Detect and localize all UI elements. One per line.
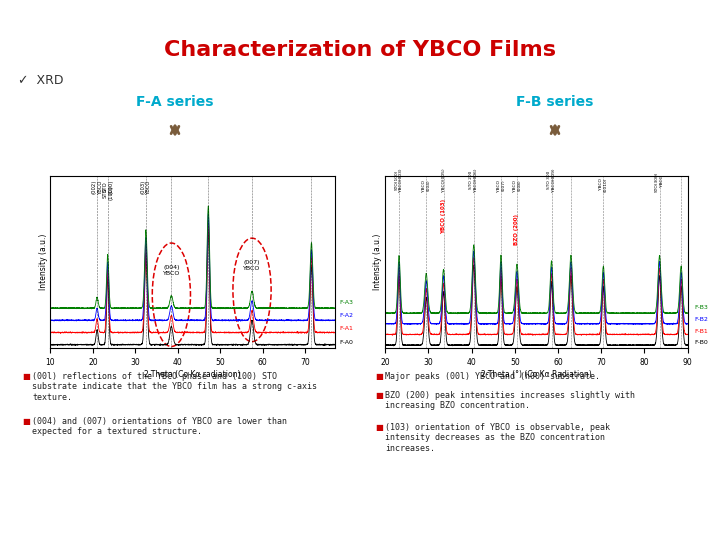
Text: BZO (200): BZO (200) bbox=[515, 214, 519, 245]
Y-axis label: Intensity (a.u.): Intensity (a.u.) bbox=[374, 234, 382, 290]
Text: F-B2: F-B2 bbox=[694, 317, 708, 322]
Text: STO(300)
YBCO: STO(300) YBCO bbox=[655, 171, 664, 192]
Text: Major peaks (00l) YBCO and (h00) substrate.: Major peaks (00l) YBCO and (h00) substra… bbox=[385, 372, 600, 381]
Text: F-B3: F-B3 bbox=[694, 305, 708, 310]
Text: STO 200
YBCO(006): STO 200 YBCO(006) bbox=[469, 168, 478, 192]
Text: F-B series: F-B series bbox=[516, 95, 594, 109]
X-axis label: 2-Theta (°) (Co Kα Radiation): 2-Theta (°) (Co Kα Radiation) bbox=[481, 370, 592, 379]
Text: (002)
YBCO: (002) YBCO bbox=[91, 179, 102, 194]
Text: ■: ■ bbox=[375, 391, 383, 400]
Text: YBCO(005): YBCO(005) bbox=[441, 168, 446, 192]
Text: (004)
YBCO: (004) YBCO bbox=[163, 265, 180, 276]
Text: STO
(100): STO (100) bbox=[102, 185, 113, 200]
Text: YBCO
(007): YBCO (007) bbox=[497, 180, 505, 192]
Text: F-A3: F-A3 bbox=[339, 300, 353, 305]
Text: F-B1: F-B1 bbox=[694, 329, 708, 334]
Text: (007)
YBCO: (007) YBCO bbox=[243, 260, 261, 271]
Text: F-A1: F-A1 bbox=[339, 326, 353, 332]
Text: YBCO
(0010): YBCO (0010) bbox=[599, 177, 608, 192]
Text: ■: ■ bbox=[22, 417, 30, 426]
Text: Characterization of YBCO Films: Characterization of YBCO Films bbox=[164, 40, 556, 60]
Text: STO(100)
YBCO(003): STO(100) YBCO(003) bbox=[395, 168, 403, 192]
Text: YBCO
(008): YBCO (008) bbox=[513, 180, 521, 192]
Text: (003)
YBCO: (003) YBCO bbox=[140, 179, 151, 194]
Text: YBCO
(004): YBCO (004) bbox=[422, 180, 431, 192]
Text: STO
(100): STO (100) bbox=[102, 179, 113, 194]
X-axis label: 2-Theta (Co Kα radiation): 2-Theta (Co Kα radiation) bbox=[144, 370, 241, 379]
Text: YBCO (103): YBCO (103) bbox=[441, 199, 446, 234]
Text: ■: ■ bbox=[375, 372, 383, 381]
Text: ✓  XRD: ✓ XRD bbox=[18, 73, 63, 86]
Text: F-A2: F-A2 bbox=[339, 313, 353, 318]
Text: ■: ■ bbox=[375, 423, 383, 432]
Text: F-A0: F-A0 bbox=[339, 340, 353, 345]
Text: F-A series: F-A series bbox=[136, 95, 214, 109]
Text: (00l) reflections of the YBCO phase and (100) STO
substrate indicate that the YB: (00l) reflections of the YBCO phase and … bbox=[32, 372, 317, 402]
Text: ■: ■ bbox=[22, 372, 30, 381]
Y-axis label: Intensity (a.u.): Intensity (a.u.) bbox=[39, 234, 48, 290]
Text: BZO (200) peak intensities increases slightly with
increasing BZO concentration.: BZO (200) peak intensities increases sli… bbox=[385, 391, 635, 410]
Text: F-B0: F-B0 bbox=[694, 340, 708, 346]
Text: (103) orientation of YBCO is observable, peak
intensity decreases as the BZO con: (103) orientation of YBCO is observable,… bbox=[385, 423, 610, 453]
Text: (004) and (007) orientations of YBCO are lower than
expected for a textured stru: (004) and (007) orientations of YBCO are… bbox=[32, 417, 287, 436]
Text: STO 300
YBCO(009): STO 300 YBCO(009) bbox=[547, 168, 556, 192]
